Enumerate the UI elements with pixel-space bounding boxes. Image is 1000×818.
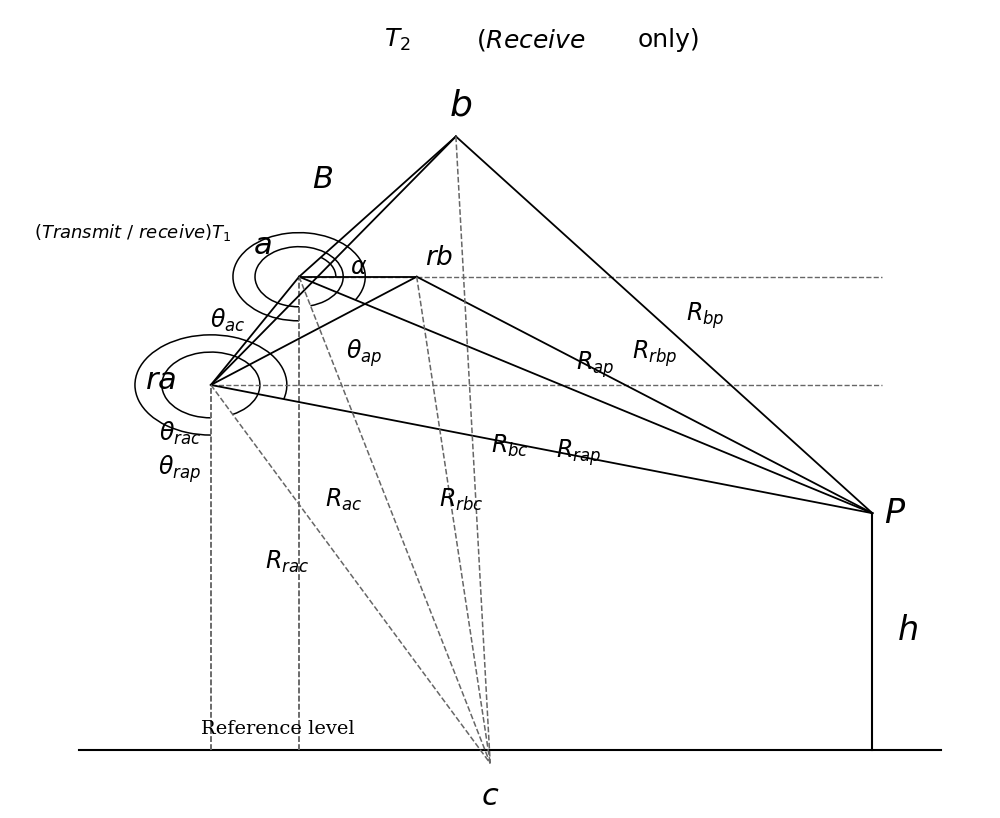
Text: $B$: $B$ — [312, 164, 333, 195]
Text: $R_{rbp}$: $R_{rbp}$ — [632, 338, 677, 369]
Text: $ra$: $ra$ — [145, 366, 177, 397]
Text: $R_{rap}$: $R_{rap}$ — [556, 438, 601, 469]
Text: $\theta_{rap}$: $\theta_{rap}$ — [158, 453, 201, 485]
Text: $a$: $a$ — [253, 230, 272, 261]
Text: $R_{ac}$: $R_{ac}$ — [325, 487, 362, 513]
Text: $P$: $P$ — [884, 497, 906, 530]
Text: $\theta_{ap}$: $\theta_{ap}$ — [346, 337, 382, 369]
Text: Reference level: Reference level — [201, 720, 355, 738]
Text: $\theta_{rac}$: $\theta_{rac}$ — [159, 420, 201, 447]
Text: $rb$: $rb$ — [425, 245, 453, 270]
Text: $(Transmit\ /\ receive)T_1$: $(Transmit\ /\ receive)T_1$ — [34, 222, 232, 243]
Text: only): only) — [637, 29, 700, 52]
Text: $c$: $c$ — [481, 781, 499, 812]
Text: $\theta_{ac}$: $\theta_{ac}$ — [210, 308, 245, 335]
Text: $R_{ap}$: $R_{ap}$ — [576, 349, 615, 380]
Text: $\alpha$: $\alpha$ — [350, 255, 367, 279]
Text: $b$: $b$ — [449, 88, 472, 122]
Text: $T_2$: $T_2$ — [384, 27, 410, 53]
Text: $R_{rac}$: $R_{rac}$ — [265, 549, 309, 575]
Text: $R_{bp}$: $R_{bp}$ — [686, 300, 725, 330]
Text: $h$: $h$ — [897, 615, 918, 648]
Text: $R_{bc}$: $R_{bc}$ — [491, 433, 529, 459]
Text: ($\it{Receive}$: ($\it{Receive}$ — [476, 27, 585, 53]
Text: $R_{rbc}$: $R_{rbc}$ — [439, 487, 484, 513]
